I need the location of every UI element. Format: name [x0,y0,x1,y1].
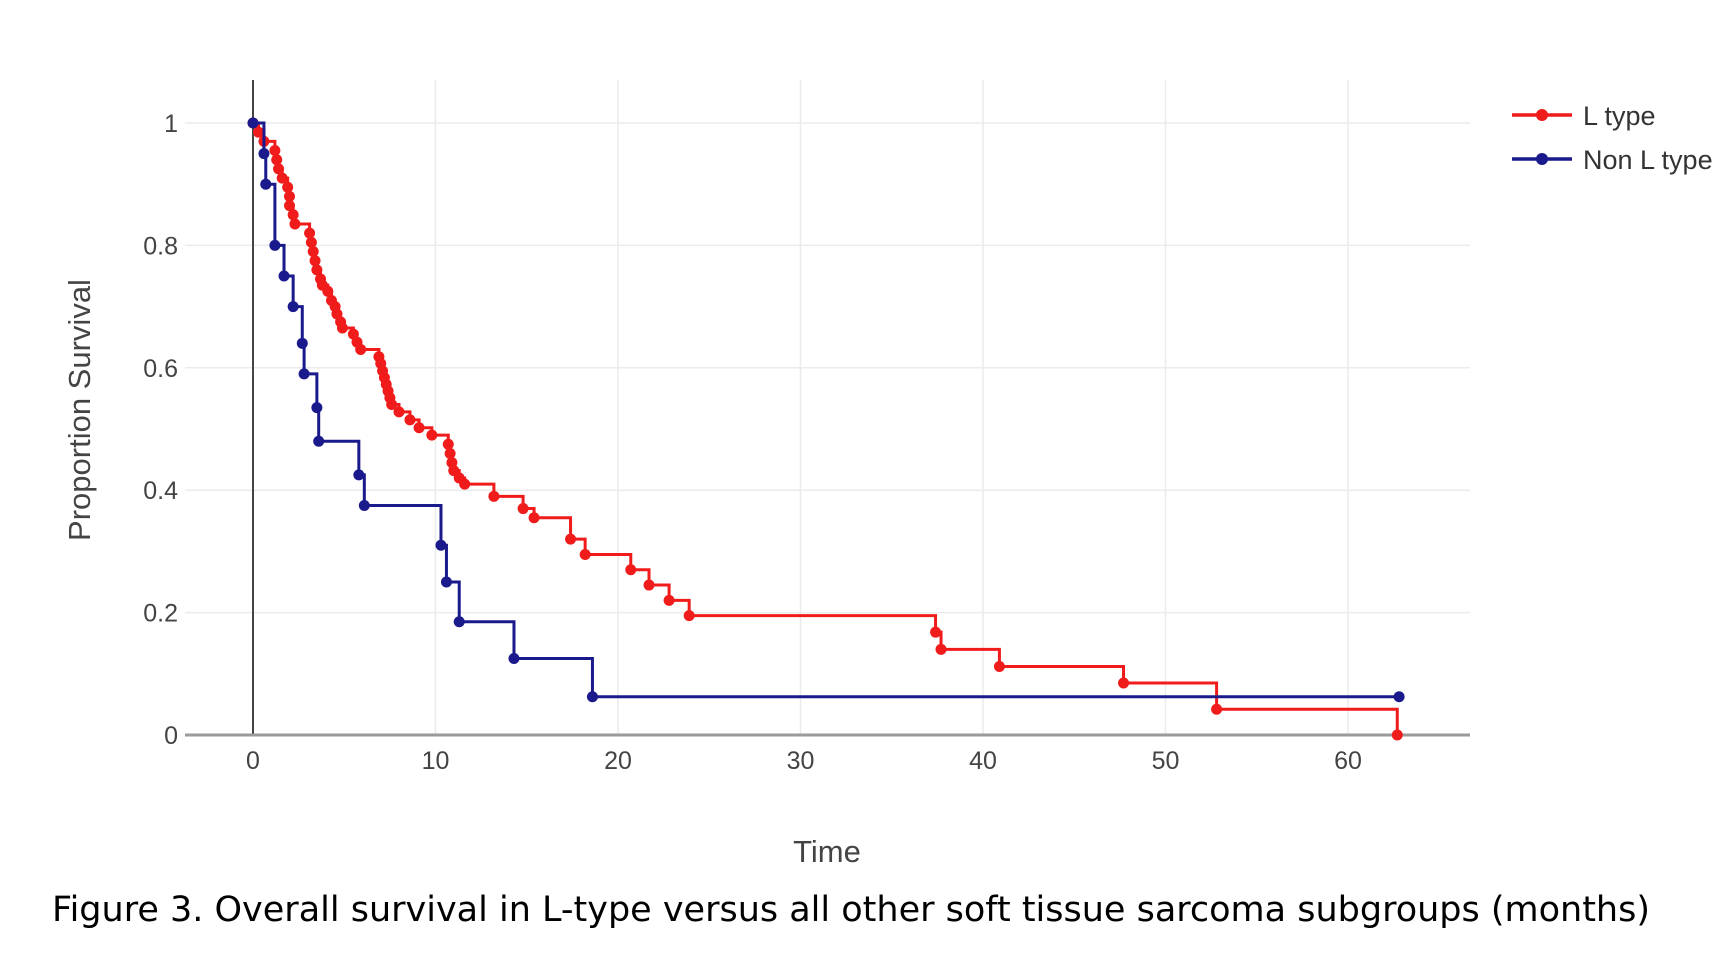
series [247,117,1405,741]
data-point [413,422,425,434]
series-step-line [253,121,1400,699]
y-tick-label: 0.4 [143,477,178,505]
legend-item-non-l-type[interactable]: Non L type [1512,145,1713,175]
y-axis-title: Proportion Survival [62,279,97,541]
data-point [273,163,285,175]
series-l-type [247,117,1403,741]
y-tick-label: 0.2 [143,600,178,628]
data-point [935,643,947,655]
data-point [355,343,367,355]
data-point [307,246,319,258]
data-point [278,270,290,282]
x-tick-label: 60 [1334,747,1362,775]
series-non-l-type [247,117,1405,703]
data-point [311,264,323,276]
data-point [508,653,520,664]
y-tick-labels: 0 0.2 0.4 0.6 0.8 1 [143,110,178,750]
y-tick-label: 0.6 [143,355,178,383]
data-point [284,190,295,202]
legend-label: Non L type [1583,145,1713,175]
data-point [276,172,288,184]
data-point [336,322,348,334]
data-point [311,402,323,414]
data-point [1393,691,1405,703]
data-point [930,626,942,638]
data-point [353,469,365,481]
data-point [579,548,591,560]
data-point [260,178,272,190]
data-point [435,539,447,551]
data-point [287,209,299,221]
data-point [258,148,270,160]
legend[interactable]: L type Non L type [1512,101,1713,175]
data-point [625,564,637,576]
data-point [444,447,456,459]
data-point [305,236,317,248]
data-point [284,200,295,212]
data-point [453,616,465,628]
data-point [296,337,308,349]
data-point [252,126,264,138]
data-point [358,500,370,511]
data-point [565,533,577,545]
data-point [269,145,281,157]
data-point [393,406,405,418]
figure-caption: Figure 3. Overall survival in L-type ver… [52,890,1651,930]
data-point [528,512,540,524]
y-tick-label: 0 [164,722,178,750]
data-point [488,490,500,502]
data-point [683,610,695,622]
data-point [386,399,398,411]
series-step-line [253,121,1399,735]
data-point [282,181,294,193]
data-point [643,579,655,591]
data-point [1211,703,1223,715]
axes [185,80,1470,737]
data-point [298,368,310,380]
data-point [1118,677,1130,689]
data-point [442,438,454,450]
data-point [1391,729,1403,741]
data-point [426,429,438,441]
gridlines [185,80,1470,736]
x-tick-label: 20 [604,747,632,775]
data-point [289,218,301,230]
legend-label: L type [1583,101,1656,131]
y-tick-label: 0.8 [143,232,178,260]
x-tick-label: 0 [246,747,260,775]
data-point [309,255,321,267]
legend-item-l-type[interactable]: L type [1512,101,1656,131]
x-tick-label: 40 [969,747,997,775]
data-point [322,285,334,297]
data-point [517,503,529,515]
data-point [313,435,325,447]
data-point [304,227,316,239]
data-point [459,478,471,490]
legend-swatch-marker [1536,153,1548,165]
legend-swatch-marker [1536,109,1548,121]
data-point [247,117,259,129]
data-point [271,154,283,166]
x-tick-label: 10 [422,747,450,775]
data-point [269,239,281,251]
data-point [993,660,1005,672]
data-point [404,414,416,426]
data-point [663,594,675,606]
data-point [586,691,598,703]
data-point [287,301,299,313]
y-tick-label: 1 [164,110,178,138]
x-tick-label: 50 [1152,747,1180,775]
x-tick-label: 30 [787,747,815,775]
x-axis-title: Time [793,834,861,869]
x-tick-labels: 0 10 20 30 40 50 60 [246,747,1362,775]
data-point [440,576,452,588]
